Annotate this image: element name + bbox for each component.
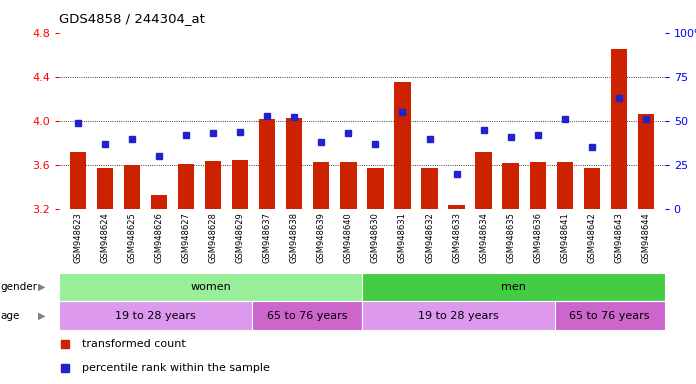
Bar [503, 163, 519, 209]
Bar [557, 162, 573, 209]
Bar [205, 161, 221, 209]
Bar [252, 301, 362, 330]
Bar [259, 119, 276, 209]
Text: gender: gender [0, 282, 37, 292]
Bar [362, 273, 665, 301]
Bar [530, 162, 546, 209]
Bar [340, 162, 356, 209]
Text: GDS4858 / 244304_at: GDS4858 / 244304_at [59, 12, 205, 25]
Bar [421, 169, 438, 209]
Text: 19 to 28 years: 19 to 28 years [418, 311, 498, 321]
Bar [124, 165, 141, 209]
Text: ▶: ▶ [38, 311, 46, 321]
Bar [638, 114, 654, 209]
Bar [151, 195, 167, 209]
Text: 65 to 76 years: 65 to 76 years [267, 311, 347, 321]
Bar [232, 160, 248, 209]
Bar [70, 152, 86, 209]
Bar [97, 169, 113, 209]
Text: age: age [0, 311, 19, 321]
Text: women: women [190, 282, 231, 292]
Bar [59, 273, 362, 301]
Text: percentile rank within the sample: percentile rank within the sample [82, 362, 270, 373]
Bar [395, 82, 411, 209]
Bar [362, 301, 555, 330]
Text: 65 to 76 years: 65 to 76 years [569, 311, 650, 321]
Bar [367, 169, 383, 209]
Bar [555, 301, 665, 330]
Text: ▶: ▶ [38, 282, 46, 292]
Bar [313, 162, 329, 209]
Text: 19 to 28 years: 19 to 28 years [115, 311, 196, 321]
Bar [583, 169, 600, 209]
Text: transformed count: transformed count [82, 339, 186, 349]
Bar [286, 118, 303, 209]
Bar [448, 205, 465, 209]
Text: men: men [501, 282, 525, 292]
Bar [610, 49, 627, 209]
Bar [59, 301, 252, 330]
Bar [475, 152, 491, 209]
Bar [178, 164, 194, 209]
